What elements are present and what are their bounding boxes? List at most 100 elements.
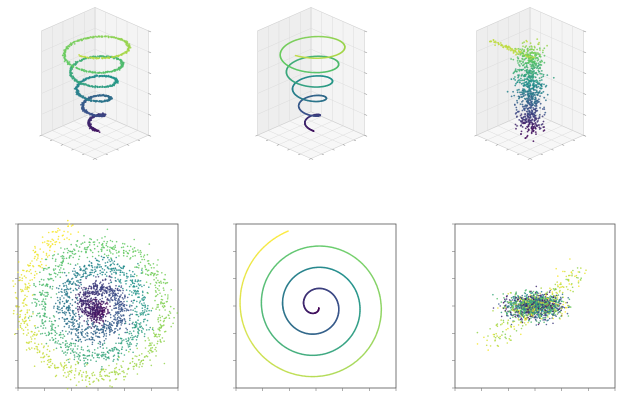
point [514, 84, 517, 87]
point [58, 285, 61, 287]
point [78, 315, 81, 318]
point [60, 288, 63, 290]
point [534, 111, 537, 114]
point [530, 48, 533, 51]
point [515, 109, 518, 111]
point [99, 281, 102, 283]
point [534, 131, 537, 134]
point [65, 288, 67, 291]
point [96, 321, 98, 323]
point [531, 51, 533, 54]
point [539, 95, 541, 97]
point [95, 276, 97, 278]
point [530, 119, 532, 122]
point [83, 97, 86, 99]
point [117, 319, 120, 322]
point [78, 301, 81, 304]
point [107, 320, 109, 323]
point [528, 128, 530, 131]
point [512, 52, 515, 54]
point [60, 307, 63, 310]
point [533, 89, 535, 91]
point [543, 126, 545, 128]
point [90, 336, 93, 338]
scatter-points [489, 38, 555, 143]
point [128, 305, 131, 308]
point [80, 38, 83, 41]
point [520, 62, 523, 65]
point [94, 296, 97, 299]
point [77, 311, 80, 313]
point [114, 277, 117, 279]
point [525, 78, 527, 81]
point [89, 313, 91, 316]
point [535, 100, 537, 103]
point [540, 79, 543, 81]
point [531, 56, 534, 58]
point [94, 304, 97, 306]
point [83, 292, 85, 294]
point [85, 312, 87, 314]
point [69, 42, 72, 44]
point [495, 41, 497, 44]
point [535, 105, 538, 107]
point [84, 268, 87, 271]
point [100, 266, 102, 268]
point [64, 58, 66, 61]
point [122, 287, 124, 290]
point [519, 81, 521, 84]
point [104, 287, 106, 289]
point [106, 328, 108, 330]
point [96, 307, 98, 310]
point [94, 284, 97, 286]
point [123, 317, 126, 320]
point [522, 82, 525, 84]
point [101, 307, 104, 310]
point [70, 321, 72, 324]
point [104, 262, 107, 264]
point [109, 329, 111, 331]
point [88, 285, 91, 287]
point [91, 313, 93, 315]
point [102, 328, 104, 331]
point [125, 272, 128, 275]
point [520, 130, 523, 133]
point [91, 325, 94, 327]
point [107, 310, 109, 312]
point [119, 278, 122, 281]
point [58, 291, 60, 294]
point [59, 303, 61, 305]
point [534, 114, 536, 117]
point [120, 39, 123, 41]
point [67, 308, 70, 310]
point [98, 131, 101, 134]
point [522, 52, 524, 55]
point [533, 46, 536, 49]
point [61, 309, 63, 312]
axes-frame [15, 223, 179, 391]
point [534, 66, 536, 69]
point [90, 332, 92, 334]
point [130, 300, 133, 302]
point [109, 323, 111, 326]
point [543, 61, 546, 64]
point [521, 101, 523, 103]
point [93, 271, 96, 274]
point [71, 328, 74, 331]
point [78, 324, 80, 326]
point [75, 66, 78, 69]
point [93, 313, 96, 315]
point [80, 287, 83, 289]
point [113, 296, 116, 299]
point [89, 299, 91, 302]
point [519, 91, 521, 94]
point [90, 320, 93, 322]
point [95, 279, 97, 282]
point [85, 310, 88, 312]
point [514, 112, 517, 115]
point [81, 308, 84, 310]
axes-box [255, 6, 368, 160]
point [126, 308, 128, 310]
point [85, 276, 87, 278]
point [99, 316, 102, 319]
